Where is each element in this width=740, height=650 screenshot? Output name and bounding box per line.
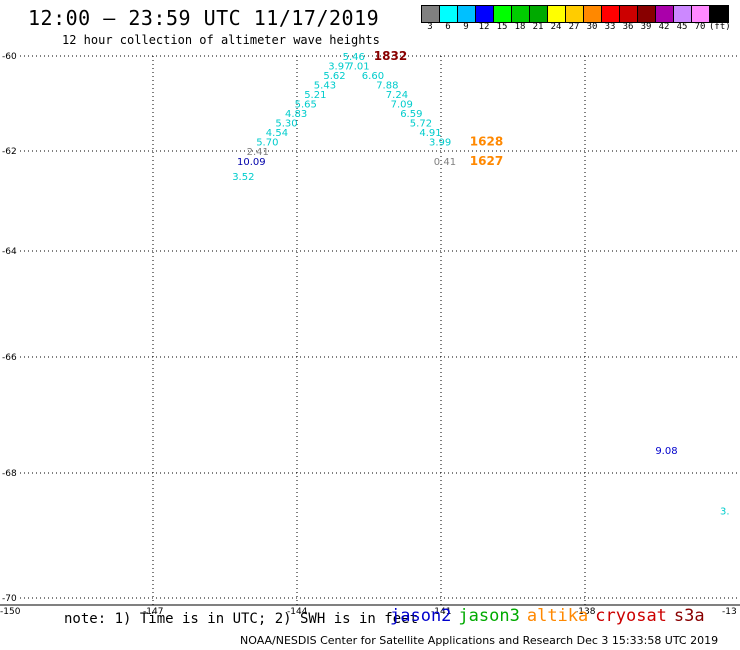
wave-height-label: 3.99 — [429, 138, 451, 149]
latitude-tick-label: -68 — [2, 469, 17, 479]
pass-time-label: 1628 — [470, 135, 503, 149]
pass-time-labels: 1832 1628 1627 — [374, 49, 503, 168]
colorbar-swatch — [710, 6, 728, 22]
latitude-tick-label: -70 — [2, 594, 17, 604]
axis-tick-labels: -150 -147 -144 -141 -138 -13 -60 -62 -64 -66 -68 -7… — [0, 52, 737, 617]
wave-height-label: 5.62 — [323, 71, 345, 82]
wave-height-labels: 5.463.977.015.62 6.60 5.43 7.88 5.21 7.24 5.65… — [232, 52, 729, 518]
colorbar-label: 33 — [604, 22, 616, 32]
wave-height-label: 10.09 — [237, 157, 266, 168]
wave-height-label: 3. — [720, 507, 730, 518]
longitude-tick-label: -150 — [0, 607, 21, 617]
wave-height-label: 9.08 — [655, 446, 677, 457]
longitude-tick-label: -147 — [143, 607, 163, 617]
grid-lines — [0, 55, 740, 606]
colorbar-label: (ft) — [709, 22, 731, 32]
colorbar-swatch — [674, 6, 692, 22]
colorbar-label: 15 — [496, 22, 508, 32]
map-subtitle: 12 hour collection of altimeter wave hei… — [62, 33, 380, 47]
wave-height-label: 5.72 — [410, 119, 432, 130]
pass-time-label: 1832 — [374, 49, 407, 63]
colorbar-label: 3 — [427, 22, 433, 32]
colorbar-label: 6 — [445, 22, 451, 32]
colorbar-swatch — [530, 6, 548, 22]
wave-height-label: 4.91 — [419, 128, 441, 139]
colorbar-label: 36 — [622, 22, 634, 32]
colorbar-swatch — [566, 6, 584, 22]
longitude-tick-label: -138 — [575, 607, 596, 617]
wave-height-label: 5.70 — [256, 138, 278, 149]
longitude-tick-label: -144 — [287, 607, 308, 617]
footer-credit: NOAA/NESDIS Center for Satellite Applica… — [240, 634, 719, 647]
satellite-legend: jason2 jason3 altika cryosat s3a — [390, 606, 712, 626]
wave-height-label: 5.21 — [304, 90, 326, 101]
wave-height-label: 4.54 — [266, 128, 288, 139]
colorbar-swatch — [620, 6, 638, 22]
colorbar-label: 21 — [532, 22, 544, 32]
satellite-legend-cryosat: cryosat — [595, 606, 667, 626]
colorbar-label: 12 — [478, 22, 490, 32]
colorbar-swatch — [512, 6, 530, 22]
colorbar-swatch — [656, 6, 674, 22]
colorbar-swatch — [494, 6, 512, 22]
wave-height-label: 3.52 — [232, 172, 254, 183]
map-title: 12:00 – 23:59 UTC 11/17/2019 — [28, 6, 380, 30]
wave-height-label: 3.97 — [328, 62, 350, 73]
wave-height-label: 5.43 — [314, 81, 336, 92]
wave-height-label: 6.59 — [400, 109, 422, 120]
wave-height-label: 5.46 — [343, 52, 365, 63]
colorbar-labels: 3 6 9 12 15 18 21 24 27 30 33 36 39 42 45 70 (ft) — [421, 22, 731, 32]
satellite-legend-jason3: jason3 — [458, 606, 520, 626]
colorbar-label: 18 — [514, 22, 526, 32]
colorbar-label: 42 — [658, 22, 670, 32]
wave-height-label: 7.09 — [391, 100, 413, 111]
pass-time-label: 1627 — [470, 154, 503, 168]
colorbar-swatch — [692, 6, 710, 22]
colorbar-swatch — [584, 6, 602, 22]
wave-height-label: 2.41 — [247, 147, 269, 158]
satellite-legend-jason2: jason2 — [390, 606, 452, 626]
longitude-tick-label: -13 — [722, 607, 737, 617]
colorbar-label: 30 — [586, 22, 598, 32]
wave-height-label: 7.88 — [376, 81, 398, 92]
colorbar-swatch — [458, 6, 476, 22]
colorbar-label: 27 — [568, 22, 580, 32]
latitude-tick-label: -66 — [2, 353, 17, 363]
colorbar-swatch — [602, 6, 620, 22]
wave-height-label: 5.30 — [275, 119, 297, 130]
wave-height-label: 5.65 — [295, 100, 317, 111]
colorbar-label: 39 — [640, 22, 652, 32]
latitude-tick-label: -62 — [2, 147, 17, 157]
longitude-tick-label: -141 — [431, 607, 451, 617]
colorbar-swatch — [476, 6, 494, 22]
wave-height-label: 0.41 — [434, 157, 456, 168]
wave-height-colorbar — [421, 5, 729, 23]
colorbar-swatch — [440, 6, 458, 22]
colorbar-label: 9 — [463, 22, 469, 32]
satellite-legend-altika: altika — [526, 606, 589, 626]
colorbar-label: 45 — [676, 22, 688, 32]
colorbar-label: 24 — [550, 22, 562, 32]
colorbar-swatch — [548, 6, 566, 22]
note-text: note: 1) Time is in UTC; 2) SWH is in fe… — [64, 611, 419, 627]
colorbar-swatch — [422, 6, 440, 22]
wave-height-label: 6.60 — [362, 71, 384, 82]
wave-height-label: 7.24 — [386, 90, 408, 101]
colorbar-label: 70 — [694, 22, 706, 32]
latitude-tick-label: -60 — [2, 52, 17, 62]
colorbar-swatch — [638, 6, 656, 22]
satellite-legend-s3a: s3a — [673, 606, 705, 626]
wave-height-label: 4.83 — [285, 109, 307, 120]
wave-height-label: 7.01 — [347, 62, 369, 73]
latitude-tick-label: -64 — [2, 247, 17, 257]
